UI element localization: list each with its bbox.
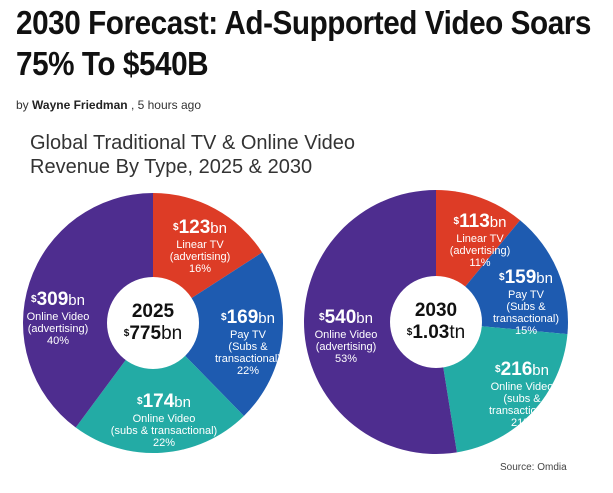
slice-value: $216bn — [495, 359, 549, 380]
slice-label: $123bn Linear TV (advertising) 16% — [169, 217, 231, 276]
timestamp: , 5 hours ago — [130, 98, 202, 112]
slice-value: $174bn — [137, 391, 191, 412]
slice-pct: 15% — [514, 325, 538, 337]
slice-name-3: transactional) — [492, 313, 560, 325]
slice-name: Pay TV — [230, 329, 266, 341]
slice-value: $159bn — [499, 267, 553, 288]
slice-2025-2 — [75, 323, 244, 453]
slice-pct: 22% — [236, 365, 260, 377]
slice-name-2: (subs & transactional) — [110, 425, 218, 437]
slice-label: $309bn Online Video (advertising) 40% — [26, 289, 90, 348]
slice-2030-3 — [304, 190, 457, 454]
slice-name-2: (advertising) — [27, 323, 89, 335]
slice-name-2: (Subs & — [228, 341, 268, 353]
slice-pct: 21% — [510, 417, 534, 429]
byline-by: by — [16, 98, 29, 112]
slice-name-3: transactional) — [214, 353, 282, 365]
slice-label: $174bn Online Video (subs & transactional)… — [110, 391, 218, 450]
slice-name: Online Video — [26, 311, 90, 323]
slice-name: Pay TV — [508, 289, 544, 301]
slice-pct: 16% — [188, 263, 212, 275]
slice-name-2: (advertising) — [449, 245, 511, 257]
slice-name: Online Video — [490, 381, 554, 393]
slice-pct: 22% — [152, 437, 176, 449]
slice-name-2: (advertising) — [315, 341, 377, 353]
slice-label: $169bn Pay TV (Subs & transactional) 22% — [214, 307, 282, 378]
donut-hole — [390, 276, 482, 368]
donut-center-label: 2030 $1.03tn — [407, 300, 465, 344]
slice-pct: 40% — [46, 335, 70, 347]
slice-pct: 53% — [334, 353, 358, 365]
slice-name-2: (advertising) — [169, 251, 231, 263]
slice-name: Online Video — [314, 329, 378, 341]
center-year: 2025 — [131, 301, 175, 322]
slice-value: $113bn — [453, 211, 507, 232]
slice-value: $540bn — [319, 307, 373, 328]
chart-title: Global Traditional TV & Online Video Reve… — [30, 132, 356, 178]
center-total: $775bn — [123, 323, 183, 344]
slice-label: $113bn Linear TV (advertising) 11% — [449, 211, 511, 270]
slice-value: $169bn — [221, 307, 275, 328]
slice-name: Linear TV — [456, 233, 504, 245]
slice-label: $216bn Online Video (subs & transactional) 2… — [488, 359, 556, 430]
donut-hole — [107, 277, 199, 369]
slice-label: $159bn Pay TV (Subs & transactional) 15% — [492, 267, 560, 338]
donut-center-label: 2025 $775bn — [124, 301, 182, 345]
slice-name-2: (Subs & — [506, 301, 546, 313]
center-year: 2030 — [414, 300, 458, 321]
slice-2025-1 — [153, 252, 284, 416]
slice-name-2: (subs & — [503, 393, 541, 405]
headline: 2030 Forecast: Ad-Supported Video Soars … — [16, 4, 591, 82]
chart-source: Source: Omdia — [500, 462, 567, 473]
slice-value: $309bn — [31, 289, 85, 310]
center-total: $1.03tn — [406, 322, 466, 343]
slice-name: Online Video — [132, 413, 196, 425]
slice-2025-3 — [22, 193, 153, 428]
slice-2030-2 — [436, 322, 568, 453]
author-link[interactable]: Wayne Friedman — [32, 98, 128, 112]
slice-name: Linear TV — [176, 239, 224, 251]
byline: by Wayne Friedman , 5 hours ago — [16, 98, 201, 112]
slice-label: $540bn Online Video (advertising) 53% — [314, 307, 378, 366]
slice-value: $123bn — [173, 217, 227, 238]
slice-name-3: transactional) — [488, 405, 556, 417]
slice-pct: 11% — [469, 257, 491, 269]
